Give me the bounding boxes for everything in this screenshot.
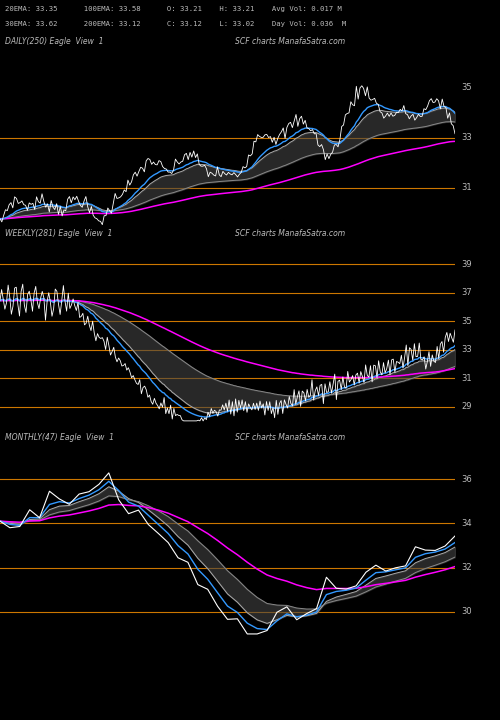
Text: MONTHLY(47) Eagle  View  1: MONTHLY(47) Eagle View 1	[5, 433, 114, 441]
Text: SCF charts ManafaSatra.com: SCF charts ManafaSatra.com	[235, 37, 345, 45]
Text: 39: 39	[462, 260, 472, 269]
Text: WEEKLY(281) Eagle  View  1: WEEKLY(281) Eagle View 1	[5, 230, 112, 238]
Text: 35: 35	[462, 317, 472, 325]
Text: 31: 31	[462, 374, 472, 383]
Text: 33: 33	[462, 345, 472, 354]
Text: 30EMA: 33.62      200EMA: 33.12      C: 33.12    L: 33.02    Day Vol: 0.036  M: 30EMA: 33.62 200EMA: 33.12 C: 33.12 L: 3…	[5, 21, 346, 27]
Text: SCF charts ManafaSatra.com: SCF charts ManafaSatra.com	[235, 230, 345, 238]
Text: 34: 34	[462, 519, 472, 528]
Text: 35: 35	[462, 83, 472, 92]
Text: 20EMA: 33.35      100EMA: 33.58      O: 33.21    H: 33.21    Avg Vol: 0.017 M: 20EMA: 33.35 100EMA: 33.58 O: 33.21 H: 3…	[5, 6, 342, 12]
Text: SCF charts ManafaSatra.com: SCF charts ManafaSatra.com	[235, 433, 345, 441]
Text: 37: 37	[462, 288, 472, 297]
Text: 33: 33	[462, 133, 472, 142]
Text: 30: 30	[462, 608, 472, 616]
Text: 36: 36	[462, 474, 472, 484]
Text: 32: 32	[462, 563, 472, 572]
Text: DAILY(250) Eagle  View  1: DAILY(250) Eagle View 1	[5, 37, 103, 45]
Text: 31: 31	[462, 183, 472, 192]
Text: 29: 29	[462, 402, 472, 411]
